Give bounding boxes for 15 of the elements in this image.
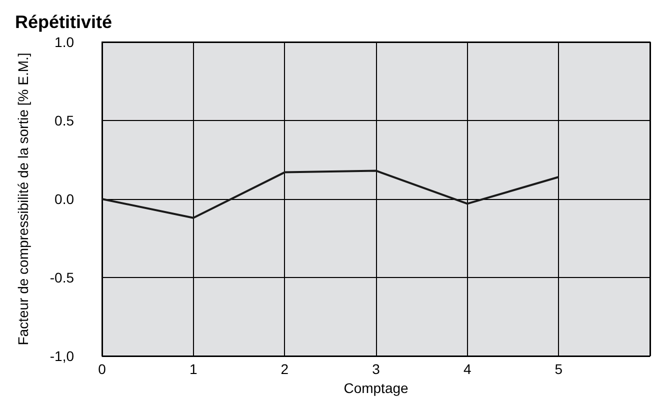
y-tick-label: -1,0 xyxy=(50,348,74,364)
x-tick-label: 1 xyxy=(189,361,198,377)
x-axis-title: Comptage xyxy=(344,380,409,396)
x-tick-label: 3 xyxy=(372,361,380,377)
x-tick-label: 0 xyxy=(98,361,106,377)
y-axis-title: Facteur de compressibilité de la sortie [% E.M.] xyxy=(15,52,31,346)
x-tick-label: 4 xyxy=(463,361,472,377)
y-tick-label: -0.5 xyxy=(50,270,74,286)
y-tick-label: 0.0 xyxy=(54,191,74,207)
chart-title: Répétitivité xyxy=(15,12,112,32)
y-tick-label: 0.5 xyxy=(54,112,74,128)
y-tick-label: 1.0 xyxy=(54,34,74,50)
line-series xyxy=(101,170,560,219)
x-tick-label: 5 xyxy=(554,361,563,377)
x-tick-label: 2 xyxy=(280,361,289,377)
